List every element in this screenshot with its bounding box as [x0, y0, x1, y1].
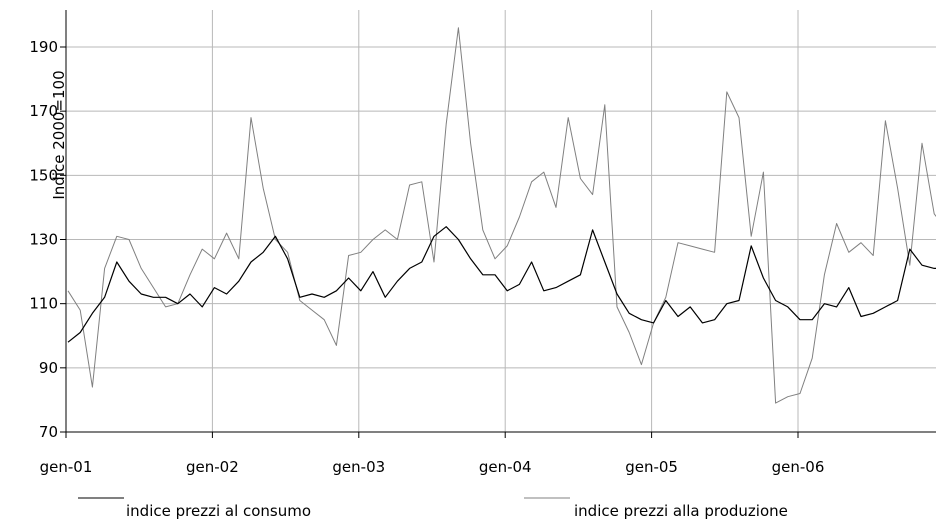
y-tick-label: 170: [29, 102, 58, 120]
y-tick-label: 190: [29, 38, 58, 56]
legend-label-1: indice prezzi alla produzione: [574, 502, 788, 520]
legend-label-0: indice prezzi al consumo: [126, 502, 311, 520]
x-tick-label: gen-02: [186, 458, 239, 476]
y-axis-label: Indice 2000=100: [50, 70, 68, 199]
legend: indice prezzi al consumo indice prezzi al…: [78, 497, 788, 520]
y-tick-label: 90: [39, 359, 58, 377]
y-tick-label: 70: [39, 423, 58, 441]
x-tick-label: gen-06: [772, 458, 825, 476]
x-tick-label: gen-05: [625, 458, 678, 476]
axes: [65, 10, 936, 433]
y-tick-label: 110: [29, 295, 58, 313]
x-tick-label: gen-04: [479, 458, 532, 476]
series-line-0: [67, 226, 936, 343]
x-tick-label: gen-03: [332, 458, 385, 476]
x-tick-label: gen-01: [40, 458, 93, 476]
x-axis-ticks: gen-01 gen-02 gen-03 gen-04 gen-05 gen-06: [40, 432, 825, 476]
series-line-1: [67, 27, 936, 404]
y-axis-ticks: 70 90 110 130 150 170 190: [29, 38, 66, 441]
series-lines: [67, 27, 936, 404]
y-tick-label: 150: [29, 166, 58, 184]
grid-lines: [65, 10, 936, 432]
y-tick-label: 130: [29, 231, 58, 249]
